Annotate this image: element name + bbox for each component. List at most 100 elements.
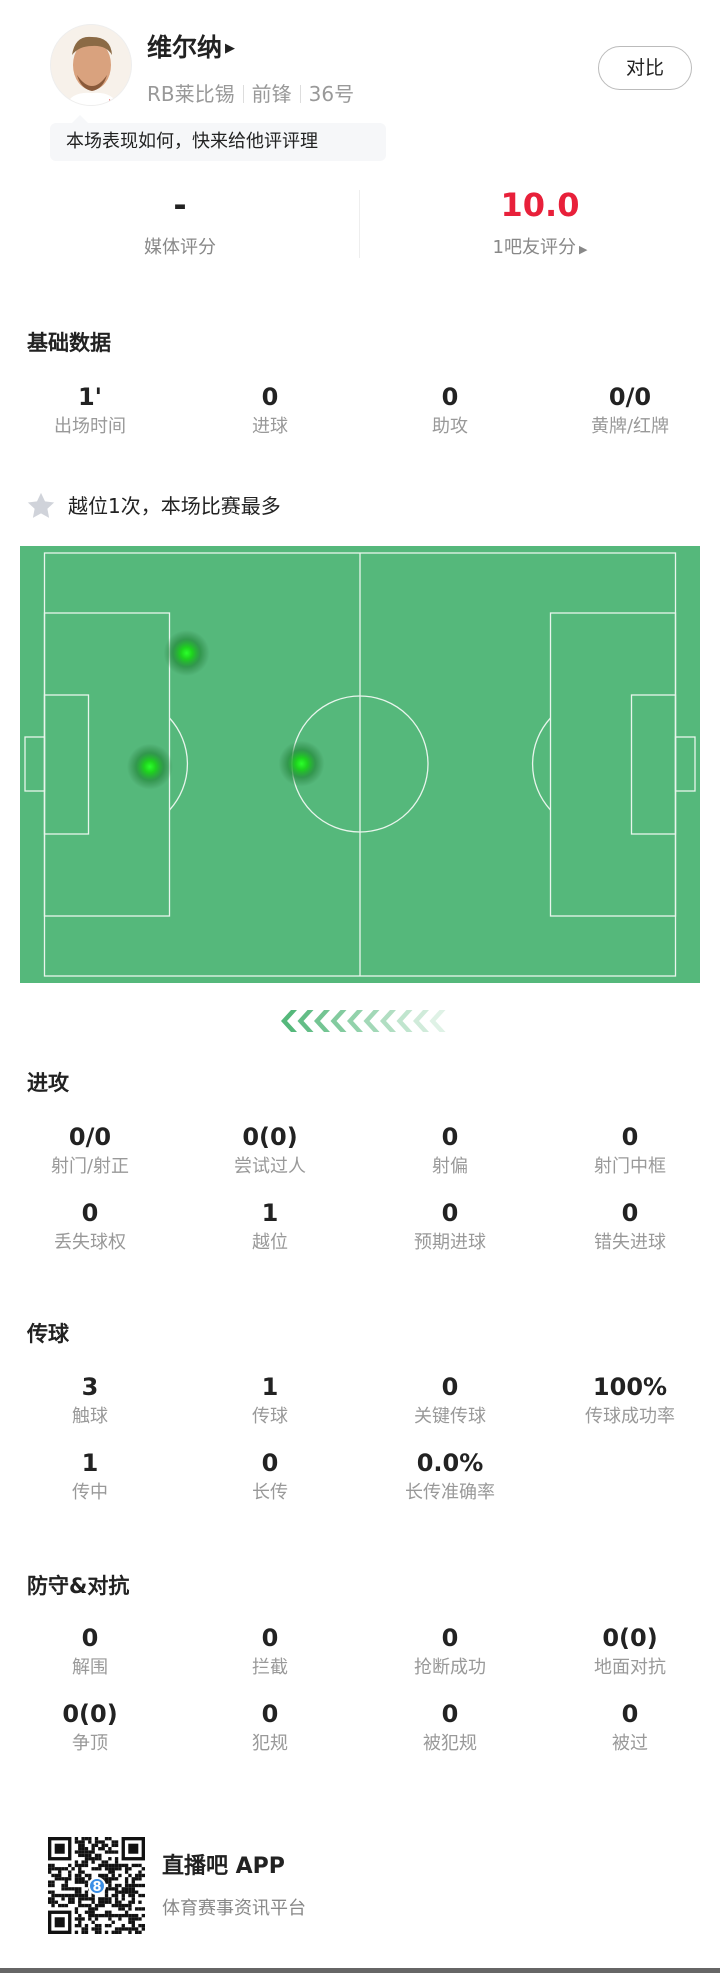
stat-label: 助攻 [432, 416, 468, 437]
stat-label: 长传 [252, 1482, 288, 1503]
section-title-basic: 基础数据 [27, 331, 111, 355]
stat-cell: 0/0 射门/射正 [0, 1121, 180, 1180]
stat-value: 0/0 [608, 383, 652, 411]
fan-rating-label: 1吧友评分 [492, 237, 576, 258]
stat-value: 0/0 [68, 1123, 112, 1151]
stat-value: 0 [441, 1199, 459, 1227]
stat-label: 出场时间 [54, 416, 126, 437]
stat-label: 射偏 [432, 1156, 468, 1177]
media-rating-label: 媒体评分 [144, 237, 216, 258]
stat-value: 1' [77, 383, 103, 411]
qr-code[interactable] [48, 1837, 145, 1934]
stat-cell: 0 射门中框 [540, 1121, 720, 1180]
stat-cell: 0 长传 [180, 1447, 360, 1506]
chevron-left-icon [413, 1010, 429, 1032]
stat-label: 犯规 [252, 1733, 288, 1754]
position: 前锋 [251, 82, 292, 106]
team-name: RB莱比锡 [147, 82, 235, 106]
stat-value: 0 [81, 1199, 99, 1227]
stat-cell: 0 助攻 [360, 381, 540, 440]
heatmap-pitch [20, 546, 700, 983]
stat-cell: 1' 出场时间 [0, 381, 180, 440]
stat-label: 被犯规 [423, 1733, 477, 1754]
section-title-passing: 传球 [27, 1322, 69, 1346]
stat-cell: 1 传中 [0, 1447, 180, 1506]
chevron-left-icon [330, 1010, 347, 1032]
stat-label: 拦截 [252, 1657, 288, 1678]
stat-label: 尝试过人 [234, 1156, 306, 1177]
divider [299, 85, 301, 103]
heat-point [278, 740, 325, 787]
stat-label: 射门/射正 [50, 1156, 130, 1177]
stat-label: 传球 [252, 1406, 288, 1427]
stat-cell: 0 被犯规 [360, 1698, 540, 1757]
attack-stats: 0/0 射门/射正 0(0) 尝试过人 0 射偏 0 射门中框 0 丢失球权 1 越位 0 预期进球 0 错失… [0, 1121, 720, 1256]
stat-cell: 0 犯规 [180, 1698, 360, 1757]
stat-value: 0 [441, 1624, 459, 1652]
heat-points [126, 630, 325, 790]
stat-value: 1 [81, 1449, 99, 1477]
stat-value: 0 [441, 1700, 459, 1728]
stat-label: 关键传球 [414, 1406, 486, 1427]
stat-cell: 0 解围 [0, 1622, 180, 1681]
player-name-link[interactable]: 维尔纳 ▶ [147, 31, 235, 66]
stat-cell: 3 触球 [0, 1371, 180, 1430]
passing-stats: 3 触球 1 传球 0 关键传球 100% 传球成功率 1 传中 0 长传 0.0% 长传准确率 [0, 1371, 720, 1506]
stat-value: 0.0% [416, 1449, 484, 1477]
player-avatar[interactable] [50, 24, 132, 106]
chevron-left-icon [314, 1010, 330, 1032]
app-logo-badge: 8 [88, 1877, 106, 1895]
pitch-lines [24, 552, 696, 977]
stat-value: 0 [441, 1123, 459, 1151]
stat-cell: 0/0 黄牌/红牌 [540, 381, 720, 440]
app-name: 直播吧 APP [162, 1854, 285, 1879]
stat-cell: 0 关键传球 [360, 1371, 540, 1430]
chevron-left-icon [396, 1010, 413, 1032]
stat-label: 越位 [252, 1232, 288, 1253]
rating-prompt-tip: 本场表现如何，快来给他评评理 [50, 115, 386, 161]
stat-cell: 0 丢失球权 [0, 1197, 180, 1256]
heat-point [126, 743, 173, 790]
compare-button[interactable]: 对比 [598, 46, 692, 90]
stat-value: 100% [592, 1373, 668, 1401]
stat-cell: 0 射偏 [360, 1121, 540, 1180]
stat-label: 传球成功率 [585, 1406, 675, 1427]
defense-stats: 0 解围 0 拦截 0 抢断成功 0(0) 地面对抗 0(0) 争顶 0 犯规 0 被犯规 0 被过 [0, 1622, 720, 1757]
fan-rating[interactable]: 10.0 1吧友评分 ▶ [360, 180, 720, 265]
section-title-defense: 防守&对抗 [27, 1574, 130, 1598]
stat-label: 长传准确率 [405, 1482, 495, 1503]
player-name: 维尔纳 [147, 33, 223, 62]
stat-value: 0 [441, 1373, 459, 1401]
app-slogan: 体育赛事资讯平台 [162, 1898, 306, 1919]
stat-label: 丢失球权 [54, 1232, 126, 1253]
stat-label: 抢断成功 [414, 1657, 486, 1678]
stat-label: 被过 [612, 1733, 648, 1754]
stat-cell: 0 错失进球 [540, 1197, 720, 1256]
section-title-attack: 进攻 [27, 1071, 69, 1095]
chevron-left-icon [281, 1010, 297, 1032]
stat-value: 0 [261, 1700, 279, 1728]
stat-cell: 0 预期进球 [360, 1197, 540, 1256]
bottom-bar [0, 1968, 720, 1973]
stat-label: 争顶 [72, 1733, 108, 1754]
stat-label: 预期进球 [414, 1232, 486, 1253]
stat-cell: 0(0) 地面对抗 [540, 1622, 720, 1681]
stat-label: 触球 [72, 1406, 108, 1427]
stat-value: 1 [261, 1373, 279, 1401]
chevron-left-icon [429, 1010, 446, 1032]
stat-label: 射门中框 [594, 1156, 666, 1177]
stat-value: 0(0) [62, 1700, 118, 1728]
stat-cell: 0 进球 [180, 381, 360, 440]
stat-label: 解围 [72, 1657, 108, 1678]
stat-cell: 0 抢断成功 [360, 1622, 540, 1681]
shirt-number: 36号 [308, 82, 355, 106]
stat-cell: 0 被过 [540, 1698, 720, 1757]
stat-value: 0 [81, 1624, 99, 1652]
stat-cell: 0(0) 争顶 [0, 1698, 180, 1757]
stat-value: 0 [621, 1199, 639, 1227]
stat-value: 0 [261, 1449, 279, 1477]
divider [242, 85, 244, 103]
stat-value: 0 [621, 1123, 639, 1151]
stat-label: 黄牌/红牌 [590, 416, 670, 437]
stat-label: 传中 [72, 1482, 108, 1503]
